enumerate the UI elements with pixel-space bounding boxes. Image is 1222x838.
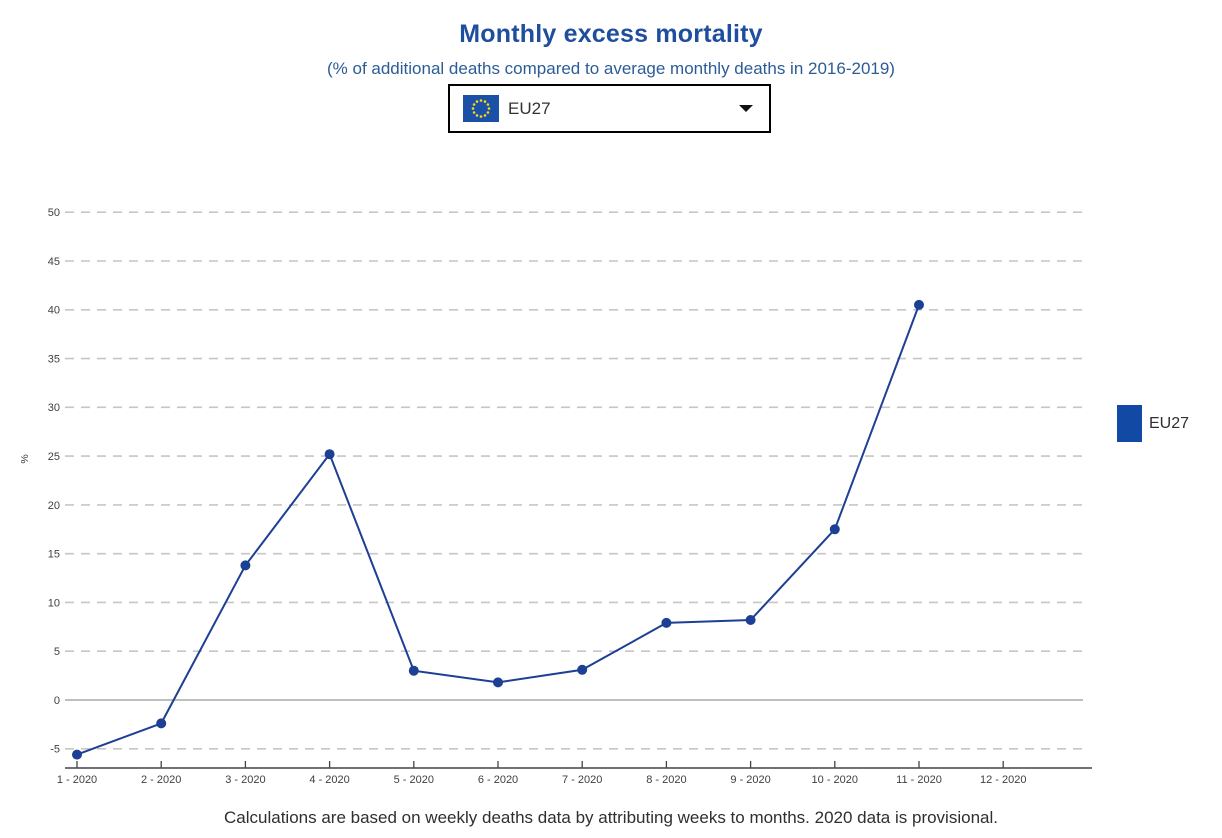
data-point[interactable]	[156, 718, 167, 729]
x-tick-label: 8 - 2020	[646, 774, 686, 786]
page-title: Monthly excess mortality	[459, 20, 763, 48]
eu-flag-stars	[471, 99, 491, 118]
y-tick-label: 0	[54, 695, 60, 707]
x-tick-label: 1 - 2020	[57, 774, 97, 786]
y-tick-label: 20	[48, 500, 60, 512]
line-chart: -5 0 5 10 15 20 25 30 35 40 45 50% 1 - 2020 2 - 2020 3…	[19, 207, 1092, 786]
data-point[interactable]	[408, 665, 419, 676]
legend-swatch-eu27[interactable]	[1117, 405, 1142, 442]
y-tick-label: 35	[48, 353, 60, 365]
y-tick-label: 50	[48, 207, 60, 219]
x-tick-label: 11 - 2020	[896, 774, 942, 786]
footer-note: Calculations are based on weekly deaths …	[224, 808, 998, 827]
caret-down-icon	[739, 105, 753, 112]
data-point[interactable]	[661, 617, 672, 628]
country-select-value: EU27	[508, 98, 551, 118]
x-tick-label: 6 - 2020	[478, 774, 518, 786]
x-tick-label: 3 - 2020	[225, 774, 265, 786]
legend: EU27	[1117, 405, 1189, 442]
y-axis-unit-label: %	[19, 454, 31, 463]
y-tick-label: 10	[48, 597, 60, 609]
data-point[interactable]	[914, 299, 924, 310]
data-point[interactable]	[745, 615, 756, 625]
x-tick-label: 5 - 2020	[394, 774, 434, 786]
x-tick-label: 2 - 2020	[141, 774, 181, 786]
data-point[interactable]	[577, 664, 588, 675]
page-subtitle: (% of additional deaths compared to aver…	[327, 59, 895, 78]
country-select-dropdown[interactable]: EU27	[448, 84, 771, 133]
y-tick-label: 5	[54, 646, 60, 658]
data-point[interactable]	[493, 677, 503, 688]
data-point[interactable]	[324, 449, 335, 460]
data-point[interactable]	[72, 749, 82, 760]
data-point[interactable]	[829, 524, 840, 535]
y-tick-label: -5	[50, 744, 60, 756]
y-tick-label: 15	[48, 549, 60, 561]
x-tick-label: 7 - 2020	[562, 774, 602, 786]
x-tick-label: 10 - 2020	[812, 774, 858, 786]
y-tick-label: 40	[48, 305, 60, 317]
data-point[interactable]	[240, 560, 251, 571]
y-tick-label: 30	[48, 402, 60, 414]
x-tick-label: 4 - 2020	[309, 774, 349, 786]
y-tick-label: 45	[48, 256, 60, 268]
x-tick-label: 12 - 2020	[980, 774, 1026, 786]
legend-label-eu27: EU27	[1149, 414, 1190, 432]
x-tick-label: 9 - 2020	[730, 774, 770, 786]
y-tick-label: 25	[48, 451, 60, 463]
eu-flag-icon	[463, 95, 499, 122]
